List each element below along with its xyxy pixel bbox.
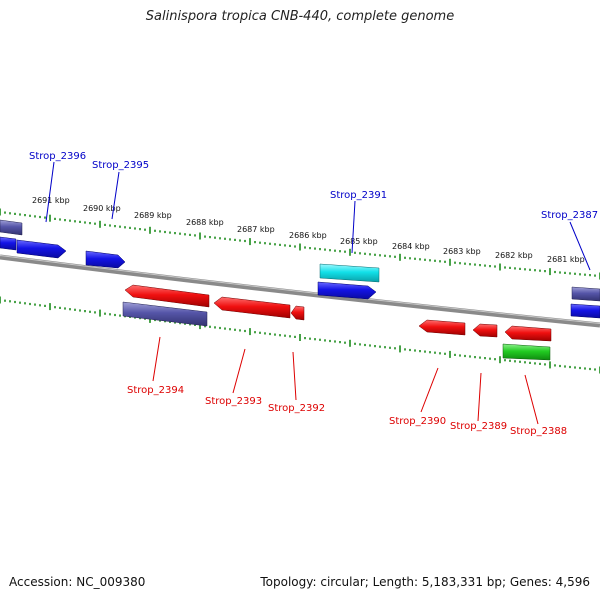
gene-arrow[interactable]: [317, 281, 377, 300]
genome-backbone-highlight: [0, 255, 600, 324]
gene-strop-2396-arrow[interactable]: [0, 219, 23, 236]
leader-line: [569, 221, 591, 271]
scale-label: 2682 kbp: [495, 251, 533, 260]
reverse-strand-tick-ruler: [0, 296, 600, 374]
gene-label-strop-2392[interactable]: Strop_2392: [268, 403, 325, 414]
gene-label-strop-2396[interactable]: Strop_2396: [29, 151, 86, 162]
genome-summary-label: Topology: circular; Length: 5,183,331 bp…: [260, 575, 590, 589]
leader-line: [45, 161, 55, 223]
gene-labels: Strop_2396 Strop_2395 Strop_2391 Strop_2…: [29, 151, 598, 437]
leader-line: [111, 171, 120, 220]
leader-line: [152, 336, 161, 382]
gene-arrow[interactable]: [502, 343, 551, 361]
genome-title: Salinispora tropica CNB-440, complete ge…: [145, 9, 455, 24]
reverse-genes: [122, 284, 552, 361]
gene-strop-2393-arrow[interactable]: [213, 296, 291, 319]
leader-line: [292, 351, 297, 401]
gene-arrow[interactable]: [16, 239, 67, 259]
gene-strop-2392-arrow[interactable]: [290, 305, 305, 321]
scale-label: 2684 kbp: [392, 242, 430, 251]
scale-label: 2685 kbp: [340, 237, 378, 246]
gene-strop-2389-arrow[interactable]: [472, 323, 498, 338]
scale-label: 2689 kbp: [134, 211, 172, 220]
gene-label-strop-2391[interactable]: Strop_2391: [330, 190, 387, 201]
scale-label: 2690 kbp: [83, 204, 121, 213]
gene-strop-2395-arrow[interactable]: [85, 250, 126, 269]
forward-genes: [0, 219, 600, 319]
gene-strop-2394-arrow[interactable]: [124, 284, 210, 308]
gene-strop-2391-arrow[interactable]: [319, 263, 380, 283]
leader-line: [351, 200, 356, 254]
gene-arrow[interactable]: [570, 303, 600, 319]
leader-line: [420, 367, 439, 413]
leader-line: [524, 374, 539, 425]
accession-label: Accession: NC_009380: [9, 575, 146, 589]
gene-label-strop-2394[interactable]: Strop_2394: [127, 385, 184, 396]
gene-strop-2388-arrow[interactable]: [504, 325, 552, 342]
gene-arrow[interactable]: [122, 301, 208, 327]
gene-label-strop-2389[interactable]: Strop_2389: [450, 421, 507, 432]
gene-strop-2387-arrow[interactable]: [571, 286, 600, 302]
scale-labels: 2691 kbp 2690 kbp 2689 kbp 2688 kbp 2687…: [32, 196, 585, 264]
scale-label: 2691 kbp: [32, 196, 70, 205]
gene-label-strop-2395[interactable]: Strop_2395: [92, 160, 149, 171]
scale-label: 2681 kbp: [547, 255, 585, 264]
gene-label-strop-2390[interactable]: Strop_2390: [389, 416, 446, 427]
gene-label-strop-2388[interactable]: Strop_2388: [510, 426, 567, 437]
gene-label-strop-2387[interactable]: Strop_2387: [541, 210, 598, 221]
scale-label: 2687 kbp: [237, 225, 275, 234]
leader-line: [477, 372, 482, 422]
forward-strand-tick-ruler: [0, 208, 600, 280]
gene-label-strop-2393[interactable]: Strop_2393: [205, 396, 262, 407]
gene-strop-2390-arrow[interactable]: [418, 319, 466, 336]
scale-label: 2683 kbp: [443, 247, 481, 256]
scale-label: 2688 kbp: [186, 218, 224, 227]
genome-backbone: [0, 254, 600, 328]
label-leader-lines: [45, 161, 591, 425]
scale-label: 2686 kbp: [289, 231, 327, 240]
leader-line: [232, 348, 246, 394]
gene-arrow[interactable]: [0, 236, 17, 251]
